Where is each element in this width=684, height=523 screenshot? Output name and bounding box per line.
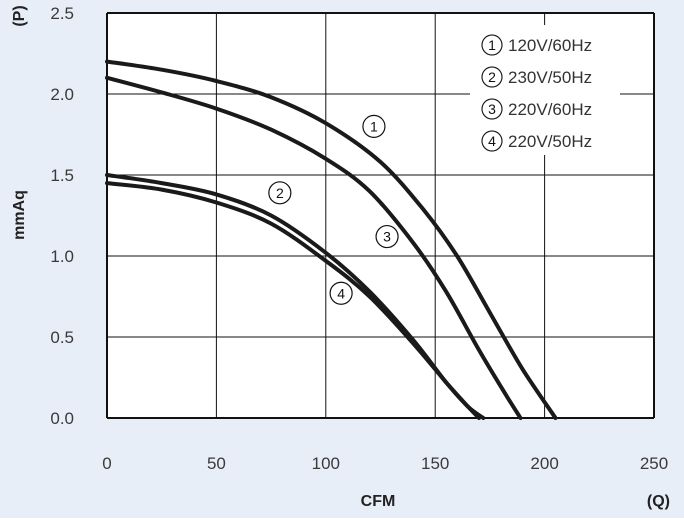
y-tick-label: 1.0 [50, 247, 74, 266]
y-tick-label: 0.0 [50, 409, 74, 428]
x-tick-label: 250 [640, 454, 668, 473]
x-axis-label: CFM [361, 493, 396, 510]
legend-entry-label: 230V/50Hz [508, 68, 592, 87]
legend-marker-number: 1 [488, 37, 496, 53]
legend-marker-circle [481, 130, 503, 152]
curve-1 [105, 59, 558, 420]
x-axis-unit: (Q) [647, 493, 670, 510]
legend-marker-number: 4 [488, 133, 496, 149]
curve-marker-number-4: 4 [337, 285, 345, 301]
x-tick-label: 150 [421, 454, 449, 473]
y-axis-unit: (P) [11, 5, 28, 26]
x-tick-label: 100 [312, 454, 340, 473]
legend-marker-number: 2 [488, 69, 496, 85]
y-tick-label: 2.5 [50, 4, 74, 23]
curve-markers: 1 2 3 4 [268, 114, 399, 305]
curve-4 [105, 181, 481, 420]
curve-marker-circle-1 [362, 114, 386, 139]
legend-marker-number: 3 [488, 101, 496, 117]
curve-marker-number-1: 1 [370, 118, 378, 134]
curves [105, 59, 558, 420]
tick-labels: 0 50 100 150 200 250 0.0 0.5 1.0 1.5 2.0 2.5 [50, 4, 668, 473]
curve-marker-circle-4 [329, 281, 353, 305]
legend-entry-label: 220V/50Hz [508, 132, 592, 151]
curve-marker-number-3: 3 [383, 229, 391, 245]
legend-entry-label: 220V/60Hz [508, 100, 592, 119]
legend-entry-label: 120V/60Hz [508, 36, 592, 55]
x-tick-label: 0 [102, 454, 111, 473]
legend: 1 120V/60Hz 2 230V/50Hz 3 220V/60Hz 4 220V/50Hz [470, 25, 620, 155]
legend-marker-circle [481, 98, 503, 120]
curve-marker-circle-3 [375, 224, 399, 249]
curve-marker-number-2: 2 [276, 185, 284, 201]
curve-3 [105, 75, 523, 420]
y-tick-label: 1.5 [50, 166, 74, 185]
y-tick-label: 0.5 [50, 328, 74, 347]
y-tick-label: 2.0 [50, 85, 74, 104]
legend-marker-circle [481, 66, 503, 88]
x-tick-label: 50 [207, 454, 226, 473]
y-axis-label: mmAq [11, 190, 28, 240]
legend-marker-circle [481, 34, 503, 56]
x-tick-label: 200 [530, 454, 558, 473]
curve-marker-circle-2 [268, 181, 292, 205]
